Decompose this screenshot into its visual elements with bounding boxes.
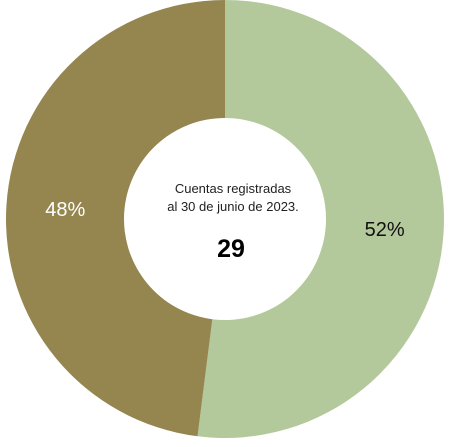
donut-center-text: Cuentas registradas al 30 de junio de 20… [167, 181, 299, 263]
donut-slice-2 [5, 0, 225, 437]
donut-slice-1 [197, 0, 444, 438]
donut-slices [5, 0, 444, 438]
slice-labels: 52% 48% [45, 199, 405, 241]
center-caption-line-2: al 30 de junio de 2023. [167, 199, 299, 214]
slice-label-2: 48% [45, 199, 85, 221]
slice-label-1: 52% [365, 219, 405, 241]
center-total-value: 29 [217, 235, 245, 263]
center-caption-line-1: Cuentas registradas [175, 181, 292, 196]
